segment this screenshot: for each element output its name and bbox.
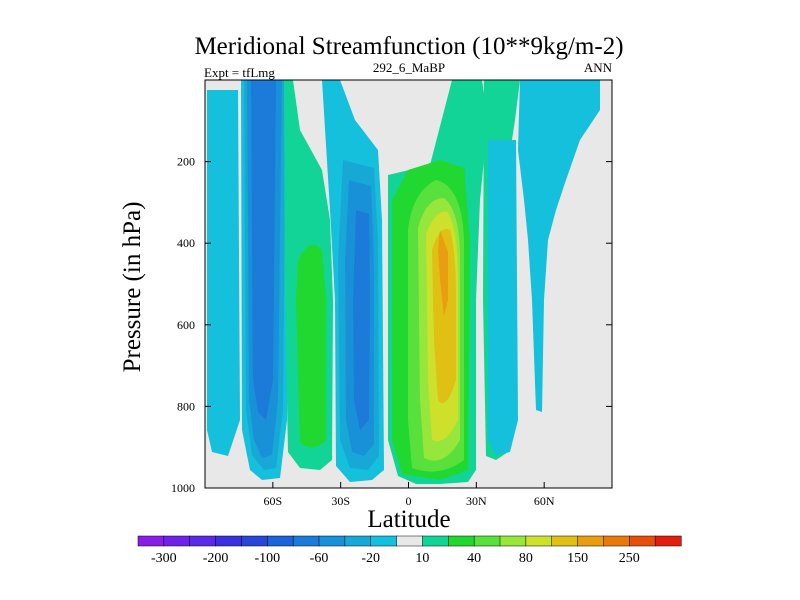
colorbar-segment xyxy=(473,535,501,547)
cell-northern-midlat-negative xyxy=(518,80,600,412)
colorbar-label: 80 xyxy=(519,551,533,566)
cell-southern-polar xyxy=(207,90,240,456)
season-label: ANN xyxy=(584,60,613,75)
cell-southern-hadley-core xyxy=(353,210,370,430)
cell-northern-hadley-core xyxy=(438,230,448,316)
colorbar-segment xyxy=(370,535,398,547)
x-axis: 60S 30S 0 30N 60N xyxy=(263,482,555,508)
colorbar-segment xyxy=(654,535,682,547)
colorbar-segment xyxy=(318,535,346,547)
cell-northern-midlat-lower xyxy=(488,140,518,455)
x-tick-label: 60S xyxy=(263,494,282,508)
colorbar xyxy=(137,535,682,547)
colorbar-label: -100 xyxy=(254,551,280,566)
colorbar-segment xyxy=(267,535,294,547)
y-tick-label: 800 xyxy=(177,399,195,413)
colorbar-segment xyxy=(163,535,191,547)
y-tick-label: 1000 xyxy=(171,481,195,495)
chart-title: Meridional Streamfunction (10**9kg/m-2) xyxy=(194,33,623,60)
colorbar-labels: -300 -200 -100 -60 -20 10 40 80 150 250 xyxy=(151,551,640,566)
colorbar-segment xyxy=(448,535,475,547)
x-tick-label: 30N xyxy=(466,494,487,508)
colorbar-segment xyxy=(241,535,268,547)
colorbar-segment xyxy=(189,535,217,547)
colorbar-segment xyxy=(344,535,372,547)
y-tick-label: 400 xyxy=(177,236,195,250)
y-tick-label: 200 xyxy=(177,155,195,169)
colorbar-label: -20 xyxy=(361,551,380,566)
colorbar-label: 150 xyxy=(567,551,588,566)
colorbar-segment xyxy=(577,535,604,547)
colorbar-label: 250 xyxy=(619,551,640,566)
colorbar-segment xyxy=(422,535,449,547)
colorbar-segment xyxy=(603,535,630,547)
contour-field xyxy=(207,80,600,484)
colorbar-label: 40 xyxy=(467,551,481,566)
y-axis-label: Pressure (in hPa) xyxy=(119,202,146,373)
colorbar-segment xyxy=(629,535,656,547)
cell-northern-hadley-ring5 xyxy=(432,228,456,404)
cell-southern-midlat-core xyxy=(296,244,326,448)
colorbar-segment xyxy=(525,535,553,547)
experiment-label: Expt = tfLmg xyxy=(204,65,275,80)
colorbar-segment xyxy=(499,535,527,547)
y-axis: 200 400 600 800 1000 xyxy=(171,155,612,495)
colorbar-label: 10 xyxy=(415,551,429,566)
period-label: 292_6_MaBP xyxy=(373,60,445,75)
colorbar-segment xyxy=(215,535,242,547)
x-axis-label: Latitude xyxy=(367,506,450,533)
x-tick-label: 30S xyxy=(331,494,350,508)
x-tick-label: 0 xyxy=(406,494,412,508)
y-tick-label: 600 xyxy=(177,318,195,332)
x-tick-label: 60N xyxy=(534,494,555,508)
colorbar-segment xyxy=(396,535,423,547)
colorbar-segment xyxy=(292,535,320,547)
cell-southern-ferrel-core xyxy=(251,80,276,420)
colorbar-segment xyxy=(137,535,165,547)
colorbar-segment xyxy=(551,535,579,547)
colorbar-label: -60 xyxy=(310,551,329,566)
colorbar-label: -300 xyxy=(151,551,177,566)
colorbar-label: -200 xyxy=(203,551,229,566)
